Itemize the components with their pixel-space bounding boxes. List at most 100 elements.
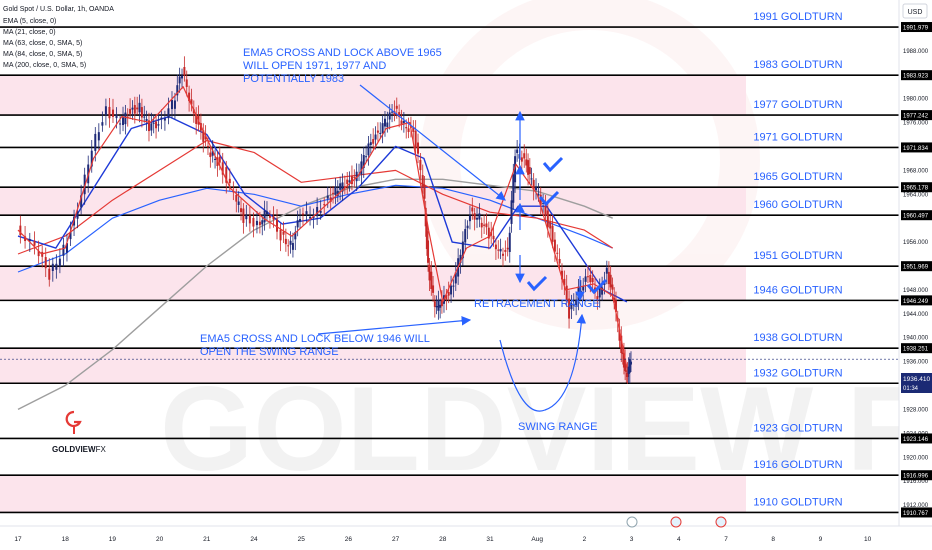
swing-arc-arrow — [499, 313, 587, 412]
price-axis[interactable]: 1912.0001916.0001920.0001924.0001928.000… — [898, 0, 932, 526]
level-price-tag-text: 1916.996 — [903, 474, 929, 480]
candle-body — [464, 229, 467, 243]
level-price-tag-text: 1960.497 — [903, 214, 929, 220]
goldturn-label: 1932 GOLDTURN — [753, 367, 842, 379]
candle-body — [69, 232, 72, 240]
candle-body — [355, 171, 358, 182]
level-price-tag — [901, 22, 932, 33]
candle-body — [343, 186, 346, 188]
candle-body — [119, 123, 122, 125]
x-tick-label: 27 — [392, 536, 400, 543]
candle-body — [622, 353, 625, 368]
candle-body — [568, 298, 571, 319]
ma84-line — [17, 184, 613, 273]
candle-body — [19, 225, 22, 236]
candle-body — [483, 224, 486, 226]
candle-body — [527, 160, 530, 175]
candle-body — [255, 220, 258, 226]
x-tick-label: 3 — [630, 536, 634, 543]
candle-body — [450, 285, 453, 295]
candle-body — [626, 372, 629, 377]
candle-body — [323, 204, 326, 206]
goldturn-label: 1965 GOLDTURN — [753, 171, 842, 183]
candle-body — [150, 123, 153, 131]
candle-body — [447, 291, 450, 296]
candle-body — [504, 249, 507, 252]
candle-body — [510, 200, 513, 224]
time-axis[interactable]: 17 18 19 20 21 24 25 26 27 28 31 Aug 2 3 4 7 8 9 10 — [0, 516, 932, 550]
candle-body — [188, 92, 191, 102]
candle-body — [611, 284, 614, 290]
candle-body — [218, 156, 221, 163]
candle-body — [160, 117, 163, 120]
candle-body — [24, 236, 27, 242]
candle-body — [532, 179, 535, 190]
x-tick-label: 24 — [250, 536, 258, 543]
candle-body — [405, 126, 408, 129]
candle-body — [476, 217, 479, 220]
candle-body — [291, 243, 294, 250]
y-tick-label: 1964.000 — [903, 192, 929, 198]
candle-body — [55, 263, 58, 270]
candle-body — [620, 335, 623, 353]
candle-body — [294, 231, 297, 240]
bottom-note-arrow — [317, 315, 472, 335]
candle-body — [553, 239, 556, 252]
goldturn-zone — [0, 475, 746, 513]
checkmark-icon — [586, 278, 608, 295]
bottom-note-line-2: OPEN THE SWING RANGE — [200, 346, 339, 358]
candle-body — [412, 127, 415, 132]
ma63-line — [17, 139, 614, 255]
currency-label: USD — [908, 9, 923, 16]
goldturn-zone — [0, 266, 746, 301]
indicator-ma84: MA (84, close, 0, SMA, 5) — [3, 51, 82, 58]
y-tick-label: 1976.000 — [903, 121, 929, 127]
candle-body — [48, 268, 51, 280]
candle-body — [138, 102, 141, 113]
candle-body — [546, 210, 549, 228]
candle-body — [252, 217, 255, 227]
candle-body — [276, 219, 279, 232]
candle-body — [530, 178, 533, 180]
candle-body — [332, 192, 335, 194]
logo-bold: GOLDVIEW — [52, 445, 96, 454]
candle-body — [414, 130, 417, 148]
candle-body — [129, 108, 132, 114]
candle-body — [618, 329, 621, 341]
candle-body — [523, 153, 526, 159]
svg-text:GOLDVIEWFX: GOLDVIEWFX — [52, 445, 106, 454]
level-price-tag-text: 1938.251 — [903, 347, 929, 353]
y-tick-label: 1968.000 — [903, 168, 929, 174]
goldturn-label: 1960 GOLDTURN — [753, 199, 842, 211]
candle-body — [537, 193, 540, 196]
goldview-logo: GOLDVIEWFX — [52, 410, 106, 454]
candle-body — [473, 213, 476, 220]
candle-body — [560, 270, 563, 280]
candle-body — [499, 248, 502, 252]
candle-body — [459, 254, 462, 263]
goldturn-label: 1971 GOLDTURN — [753, 131, 842, 143]
x-tick-label: 7 — [724, 536, 728, 543]
candle-body — [265, 211, 268, 215]
currency-button[interactable] — [902, 3, 928, 19]
candle-body — [435, 306, 438, 308]
top-note-line-3: POTENTIALLY 1983 — [243, 73, 344, 85]
candle-body — [372, 139, 375, 144]
candle-body — [494, 244, 497, 250]
candle-body — [104, 106, 107, 116]
candle-body — [136, 107, 139, 110]
candle-body — [108, 106, 111, 119]
goldturn-label: 1910 GOLDTURN — [753, 496, 842, 508]
candle-body — [570, 303, 573, 310]
candle-body — [133, 105, 136, 114]
level-price-tag — [901, 261, 932, 272]
checkmark-icon — [538, 190, 560, 207]
level-price-tag-text: 1991.979 — [903, 26, 929, 32]
candle-body — [400, 120, 403, 125]
y-tick-label: 1928.000 — [903, 407, 929, 413]
chart-series — [0, 56, 899, 411]
x-tick-label: 25 — [298, 536, 306, 543]
candle-body — [596, 296, 599, 301]
candle-body — [353, 176, 356, 178]
